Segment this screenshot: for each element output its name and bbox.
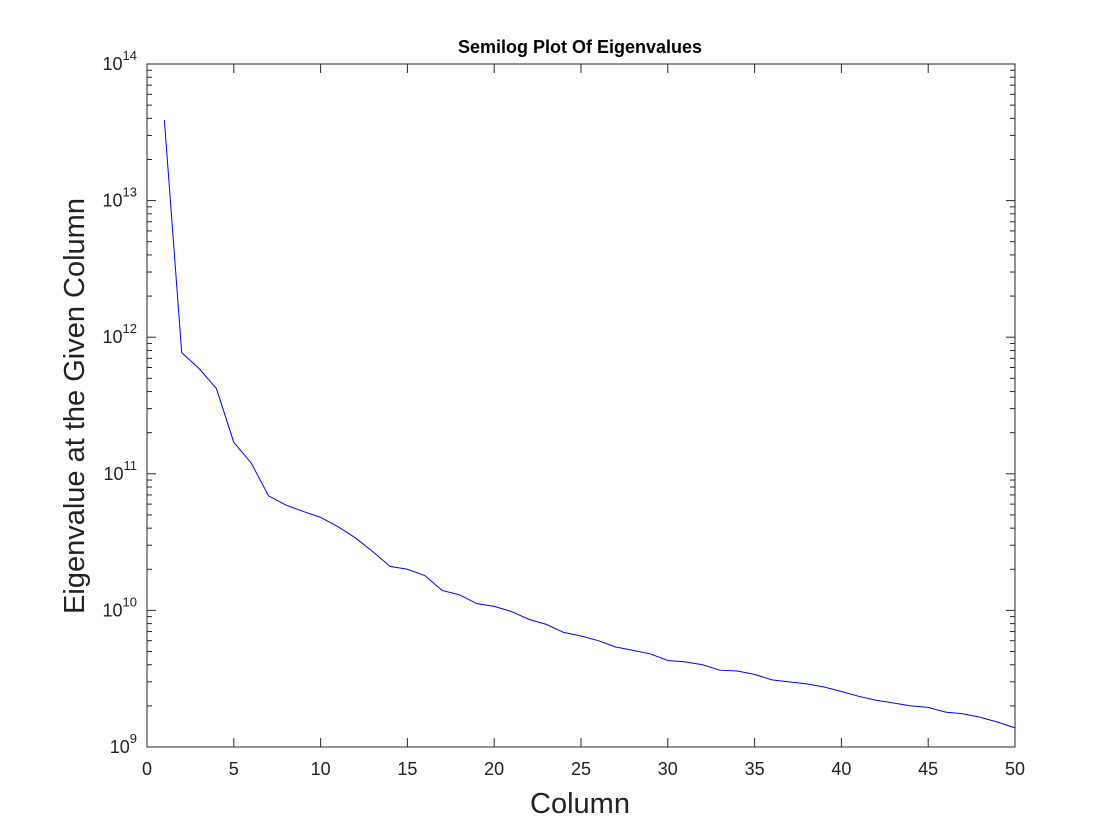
y-tick-label: 1014 — [103, 48, 138, 74]
y-tick-base: 10 — [110, 737, 130, 757]
tick-marks — [146, 63, 1016, 748]
y-tick-exponent: 14 — [123, 48, 137, 63]
y-tick-exponent: 10 — [123, 594, 137, 609]
y-tick-base: 10 — [103, 54, 123, 74]
y-tick-base: 10 — [103, 191, 123, 211]
y-axis-label: Eigenvalue at the Given Column — [59, 198, 91, 614]
y-tick-base: 10 — [103, 327, 123, 347]
y-tick-base: 10 — [103, 600, 123, 620]
x-tick-label: 10 — [311, 759, 331, 779]
x-tick-label: 15 — [397, 759, 417, 779]
x-tick-label: 40 — [831, 759, 851, 779]
y-tick-exponent: 13 — [123, 185, 137, 200]
x-tick-labels: 0 5 10 15 20 25 30 35 40 45 50 — [142, 759, 1025, 779]
x-tick-label: 50 — [1005, 759, 1025, 779]
y-tick-base: 10 — [103, 464, 123, 484]
y-tick-label: 109 — [110, 731, 137, 757]
y-tick-exponent: 9 — [130, 731, 137, 746]
y-tick-label: 1011 — [103, 458, 137, 484]
x-tick-label: 35 — [745, 759, 765, 779]
chart-title: Semilog Plot Of Eigenvalues — [458, 37, 702, 57]
plot-area — [146, 63, 1016, 748]
x-tick-label: 20 — [484, 759, 504, 779]
x-axis-label: Column — [530, 788, 630, 820]
y-tick-label: 1012 — [103, 321, 138, 347]
x-tick-label: 25 — [571, 759, 591, 779]
y-tick-exponent: 12 — [123, 321, 137, 336]
x-tick-label: 0 — [142, 759, 152, 779]
y-tick-label: 1010 — [103, 594, 138, 620]
eigenvalue-series-line — [163, 119, 1016, 729]
x-tick-label: 5 — [229, 759, 239, 779]
x-tick-label: 45 — [918, 759, 938, 779]
y-tick-exponent: 11 — [124, 458, 138, 473]
x-tick-label: 30 — [658, 759, 678, 779]
y-tick-label: 1013 — [103, 185, 138, 211]
